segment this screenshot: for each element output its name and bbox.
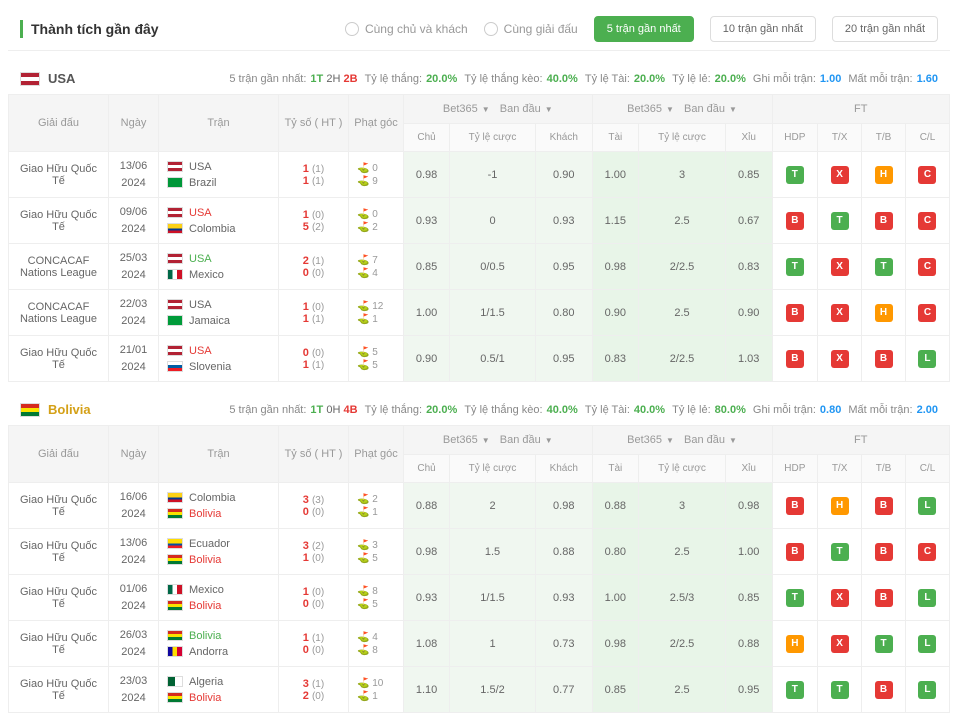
match-row[interactable]: Giao Hữu Quốc Tế 09/062024 USA Colombia … xyxy=(9,198,950,244)
tab-20-matches[interactable]: 20 trận gần nhất xyxy=(832,16,938,42)
bet365-dropdown[interactable]: Bet365▼ Ban đầu▼ xyxy=(408,434,588,446)
header-filters: Cùng chủ và khách Cùng giải đấu 5 trận g… xyxy=(345,16,938,42)
bet365-dropdown[interactable]: Bet365▼ Ban đầu▼ xyxy=(408,103,588,115)
match-row[interactable]: Giao Hữu Quốc Tế 01/062024 Mexico Bolivi… xyxy=(9,575,950,621)
team-stats: 5 trận gần nhất: 1T 2H 2B Tỷ lệ thắng:20… xyxy=(229,73,938,85)
team-header: USA 5 trận gần nhất: 1T 2H 2B Tỷ lệ thắn… xyxy=(8,63,950,94)
section-title: Thành tích gần đây xyxy=(20,20,159,38)
match-row[interactable]: CONCACAF Nations League 25/032024 USA Me… xyxy=(9,244,950,290)
match-row[interactable]: Giao Hữu Quốc Tế 13/062024 USA Brazil 1 … xyxy=(9,152,950,198)
match-row[interactable]: Giao Hữu Quốc Tế 26/032024 Bolivia Andor… xyxy=(9,621,950,667)
match-row[interactable]: Giao Hữu Quốc Tế 21/012024 USA Slovenia … xyxy=(9,336,950,382)
match-row[interactable]: CONCACAF Nations League 22/032024 USA Ja… xyxy=(9,290,950,336)
tab-5-matches[interactable]: 5 trận gần nhất xyxy=(594,16,694,42)
filter-same-league[interactable]: Cùng giải đấu xyxy=(484,22,578,36)
bet365-dropdown-2[interactable]: Bet365▼ Ban đầu▼ xyxy=(597,434,768,446)
matches-table: Giải đấu Ngày Trận Tỷ số ( HT ) Phạt góc… xyxy=(8,94,950,382)
team-name: USA xyxy=(20,71,75,86)
team-section: USA 5 trận gần nhất: 1T 2H 2B Tỷ lệ thắn… xyxy=(8,63,950,382)
team-name: Bolivia xyxy=(20,402,91,417)
matches-table: Giải đấu Ngày Trận Tỷ số ( HT ) Phạt góc… xyxy=(8,425,950,713)
match-row[interactable]: Giao Hữu Quốc Tế 23/032024 Algeria Boliv… xyxy=(9,667,950,713)
filter-same-home-away[interactable]: Cùng chủ và khách xyxy=(345,22,468,36)
bet365-dropdown-2[interactable]: Bet365▼ Ban đầu▼ xyxy=(597,103,768,115)
team-section: Bolivia 5 trận gần nhất: 1T 0H 4B Tỷ lệ … xyxy=(8,394,950,713)
team-stats: 5 trận gần nhất: 1T 0H 4B Tỷ lệ thắng:20… xyxy=(229,404,938,416)
tab-10-matches[interactable]: 10 trận gần nhất xyxy=(710,16,816,42)
match-row[interactable]: Giao Hữu Quốc Tế 13/062024 Ecuador Boliv… xyxy=(9,529,950,575)
team-header: Bolivia 5 trận gần nhất: 1T 0H 4B Tỷ lệ … xyxy=(8,394,950,425)
section-header: Thành tích gần đây Cùng chủ và khách Cùn… xyxy=(8,8,950,51)
match-row[interactable]: Giao Hữu Quốc Tế 16/062024 Colombia Boli… xyxy=(9,483,950,529)
